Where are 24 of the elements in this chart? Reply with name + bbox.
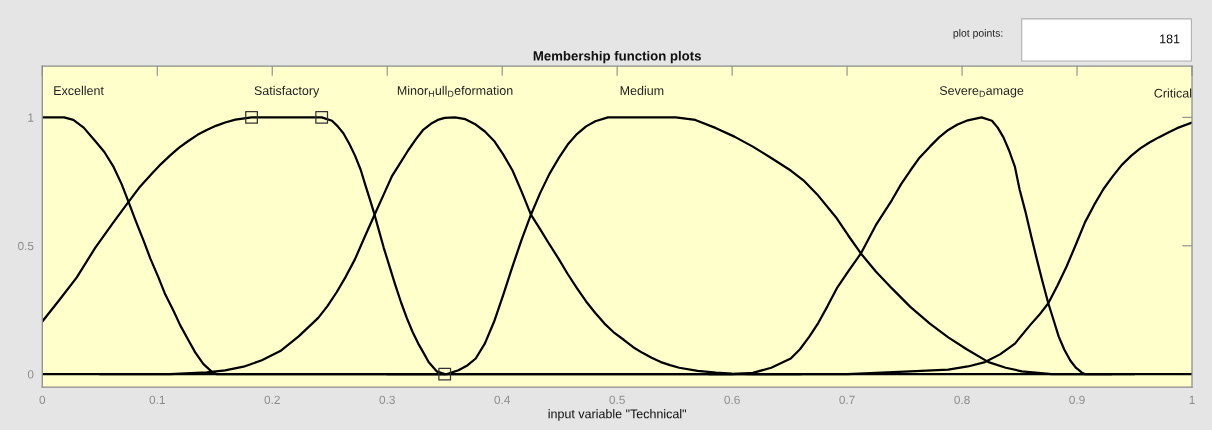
- x-axis-title: input variable "Technical": [548, 409, 687, 421]
- x-tick-label: 0.4: [494, 395, 511, 404]
- text: Minor$_{H}$ull$_{D}$eformation: [397, 85, 513, 97]
- x-tick-label: 0.5: [609, 395, 625, 404]
- x-tick-label: 0.9: [1069, 395, 1085, 404]
- x-tick-label: 0.8: [954, 395, 970, 404]
- series-label: Critical: [1154, 88, 1192, 98]
- series-label: Excellent: [54, 85, 104, 96]
- x-tick-label: 0: [39, 395, 46, 404]
- x-tick-label: 0.3: [379, 395, 395, 404]
- series-label: Satisfactory: [254, 85, 320, 98]
- x-tick-label: 0.7: [839, 395, 855, 404]
- series-label: Medium: [620, 85, 664, 96]
- x-tick-label: 0.2: [264, 395, 280, 404]
- x-tick-label: 1: [1189, 395, 1195, 404]
- chart-title: Membership function plots: [533, 50, 701, 64]
- text: plot points:: [953, 29, 1003, 39]
- y-tick-label: 0.5: [18, 241, 34, 251]
- x-tick-label: 0.6: [724, 395, 740, 404]
- y-tick-label: 1: [28, 113, 34, 122]
- text: 181: [1160, 34, 1180, 44]
- y-tick-label: 0: [27, 370, 34, 379]
- x-tick-label: 0.1: [149, 395, 165, 404]
- text: Severe$_{D}$amage: [939, 86, 1024, 98]
